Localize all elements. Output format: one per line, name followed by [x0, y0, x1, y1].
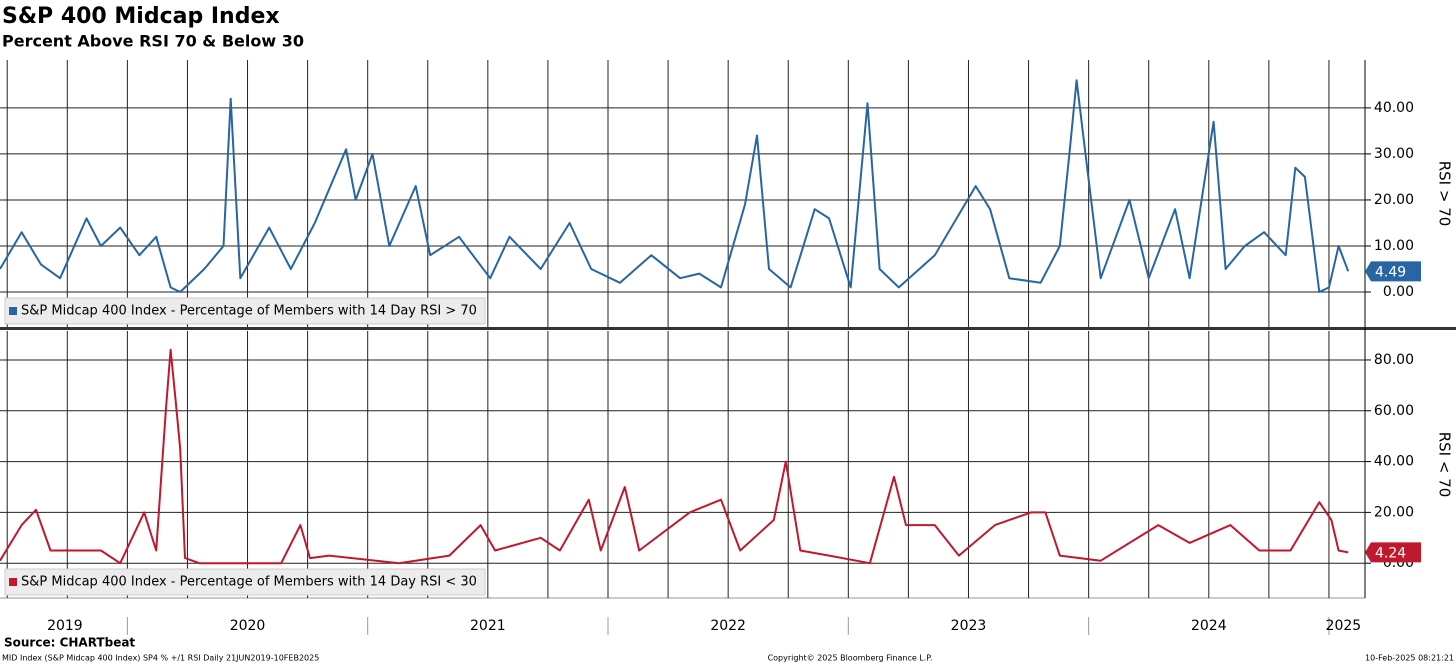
- end-label: 4.24: [1375, 545, 1406, 561]
- x-tick-label: 2022: [710, 618, 746, 634]
- y-axis-label: RSI < 70: [1436, 432, 1454, 498]
- legend-box: [4, 297, 486, 325]
- y-tick-label: 10.00: [1374, 238, 1414, 254]
- chart-subtitle: Percent Above RSI 70 & Below 30: [2, 32, 304, 51]
- x-tick-label: 2020: [230, 618, 266, 634]
- source: Source: CHARTbeat: [4, 636, 135, 650]
- legend-box: [4, 568, 486, 596]
- footer-left: MID Index (S&P Midcap 400 Index) SP4 % +…: [2, 654, 319, 663]
- y-tick-label: 20.00: [1374, 192, 1414, 208]
- y-tick-label: 20.00: [1374, 504, 1414, 520]
- x-tick-label: 2021: [470, 618, 506, 634]
- y-tick-label: 30.00: [1374, 146, 1414, 162]
- chart-title: S&P 400 Midcap Index: [2, 4, 280, 29]
- footer-right: 10-Feb-2025 08:21:21: [1365, 654, 1454, 663]
- y-axis-label: RSI > 70: [1436, 161, 1454, 227]
- data-line: [0, 79, 1350, 293]
- data-line: [0, 348, 1349, 565]
- legend-swatch: [9, 578, 17, 586]
- end-badge: [1365, 542, 1421, 563]
- y-tick-label: 40.00: [1374, 454, 1414, 470]
- x-tick-label: 2023: [951, 618, 987, 634]
- legend-label: S&P Midcap 400 Index - Percentage of Mem…: [21, 304, 477, 319]
- x-tick-label: 2025: [1326, 618, 1362, 634]
- y-tick-label: 0.00: [1383, 284, 1414, 300]
- y-tick-label: 40.00: [1374, 100, 1414, 116]
- x-tick-label: 2024: [1191, 618, 1227, 634]
- legend-swatch: [9, 307, 17, 315]
- footer-center: Copyright© 2025 Bloomberg Finance L.P.: [768, 654, 933, 663]
- x-tick-label: 2019: [47, 618, 83, 634]
- y-tick-label: 80.00: [1374, 352, 1414, 368]
- legend-label: S&P Midcap 400 Index - Percentage of Mem…: [21, 575, 477, 590]
- y-tick-label: 60.00: [1374, 403, 1414, 419]
- end-badge: [1365, 261, 1421, 282]
- end-label: 4.49: [1375, 264, 1406, 280]
- panel: 0.00 10.00 20.00 30.00 40.00 RSI > 70 S&P Midc…: [0, 60, 1454, 327]
